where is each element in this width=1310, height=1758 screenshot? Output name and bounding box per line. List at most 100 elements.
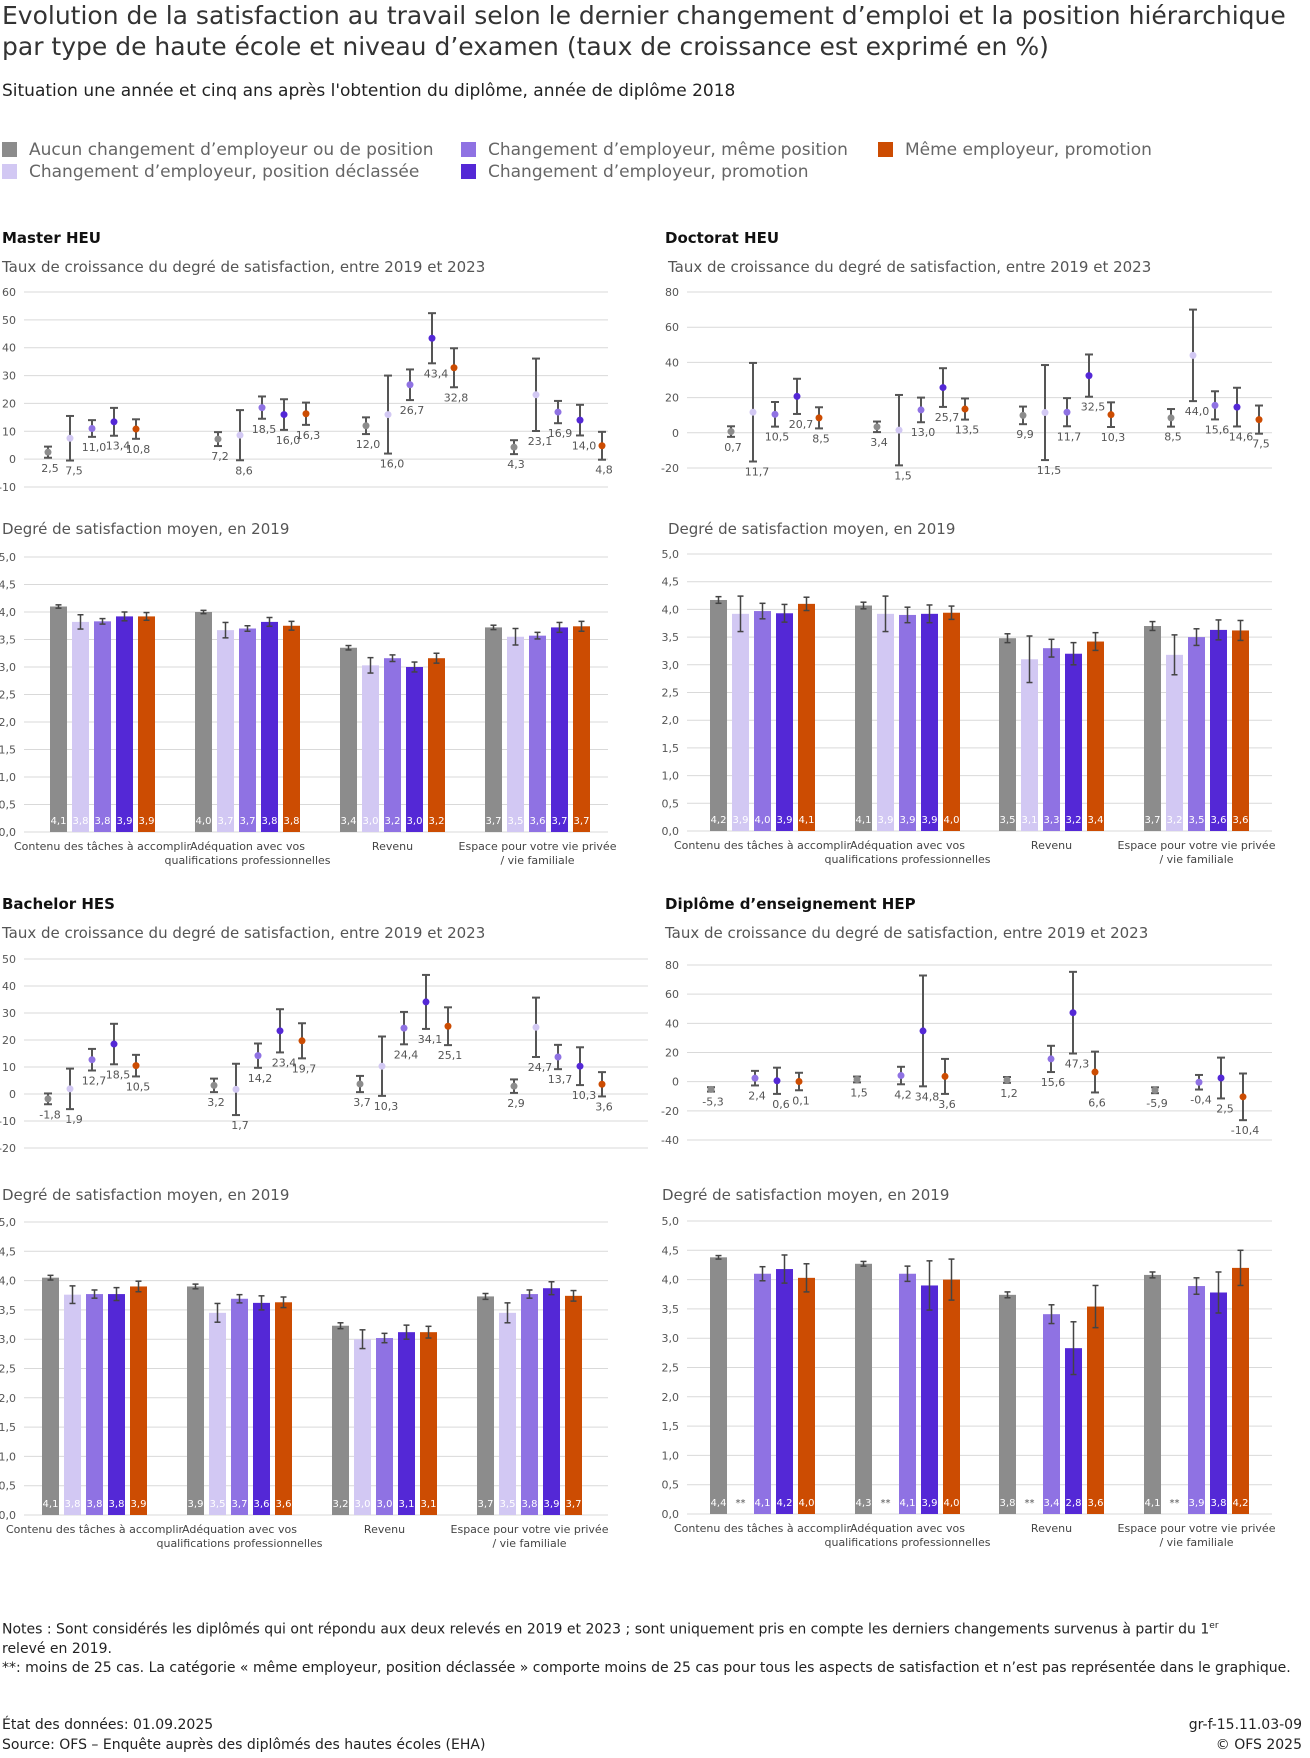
bar	[72, 621, 89, 832]
bar-value-label: 4,0	[944, 1498, 960, 1509]
y-tick-label: 3,5	[662, 631, 680, 644]
data-label: -1,8	[39, 1108, 60, 1121]
data-point	[1211, 401, 1219, 409]
bar-value-label: 3,2	[1167, 815, 1183, 826]
bar-value-label: 2,8	[1066, 1498, 1082, 1509]
bar	[1087, 1306, 1104, 1514]
data-point	[258, 404, 266, 412]
data-point	[576, 1062, 584, 1070]
data-label: 24,7	[528, 1061, 553, 1074]
bar	[354, 1339, 371, 1515]
bar	[899, 1273, 916, 1514]
bar-value-label: 4,0	[196, 816, 212, 827]
data-label: 3,6	[938, 1098, 956, 1111]
y-tick-label: 20	[665, 1047, 679, 1060]
bar-value-label: 3,6	[1088, 1498, 1104, 1509]
y-tick-label: 3,5	[0, 1304, 16, 1317]
y-tick-label: 2,5	[662, 687, 680, 700]
category-label: / vie familiale	[492, 1537, 566, 1550]
bar-value-label: 3,9	[544, 1499, 560, 1510]
data-label: 11,7	[1057, 430, 1082, 443]
graphic-code: gr-f-15.11.03-09	[1188, 1717, 1302, 1733]
category-label: Adéquation avec vos	[190, 840, 305, 853]
notes: Notes : Sont considérés les diplômés qui…	[2, 1617, 1302, 1678]
data-label: 14,0	[572, 439, 597, 452]
y-tick-label: 0,0	[662, 1508, 680, 1521]
data-label: 4,3	[507, 458, 525, 471]
y-tick-label: 5,0	[0, 551, 16, 564]
data-point	[939, 384, 947, 392]
category-label: Revenu	[1031, 839, 1072, 852]
y-tick-label: 1,5	[0, 1421, 16, 1434]
data-label: 3,6	[595, 1100, 613, 1113]
legend-label: Aucun changement d’employeur ou de posit…	[29, 140, 434, 160]
bar	[384, 658, 401, 832]
bar	[855, 1263, 872, 1514]
bar	[1043, 1314, 1060, 1514]
bar-value-label: 4,1	[43, 1499, 59, 1510]
data-label: 34,1	[418, 1033, 443, 1046]
data-point	[751, 1074, 759, 1082]
bar-value-label: 3,2	[385, 816, 401, 827]
bar	[138, 616, 155, 832]
data-point	[214, 435, 222, 443]
bar-value-label: 3,4	[341, 816, 357, 827]
data-label: 20,7	[789, 418, 814, 431]
data-point	[66, 1085, 74, 1093]
category-label: Contenu des tâches à accomplir	[674, 839, 852, 852]
bar	[798, 603, 815, 831]
bar	[999, 1294, 1016, 1514]
y-tick-label: 2,5	[0, 689, 16, 702]
bar	[543, 1288, 560, 1515]
y-tick-label: 10	[2, 425, 16, 438]
data-label: 8,5	[1164, 431, 1182, 444]
bar-value-label: 3,7	[486, 816, 502, 827]
bar	[1232, 1267, 1249, 1514]
bar-value-label: 4,1	[799, 815, 815, 826]
bar	[798, 1277, 815, 1514]
data-label: 47,3	[1065, 1058, 1090, 1071]
y-tick-label: 60	[665, 988, 679, 1001]
y-tick-label: 0	[9, 453, 16, 466]
category-label: Contenu des tâches à accomplir	[14, 840, 192, 853]
y-tick-label: 2,5	[0, 1363, 16, 1376]
bar-value-label: 3,3	[1044, 815, 1060, 826]
bar	[529, 635, 546, 832]
data-point	[280, 411, 288, 419]
bar	[1210, 1292, 1227, 1514]
panel-title-hep: Diplôme d’enseignement HEP	[665, 895, 916, 913]
data-point	[88, 1056, 96, 1064]
bar-value-label: 4,1	[900, 1498, 916, 1509]
bar	[231, 1298, 248, 1515]
data-point	[895, 426, 903, 434]
y-tick-label: 2,0	[0, 1392, 16, 1405]
category-label: Contenu des tâches à accomplir	[6, 1523, 184, 1536]
y-tick-label: 30	[2, 370, 16, 383]
data-label: 13,7	[548, 1073, 573, 1086]
category-label: Revenu	[372, 840, 413, 853]
data-point	[44, 448, 52, 456]
bar	[42, 1277, 59, 1515]
data-label: 23,1	[528, 435, 553, 448]
bar	[187, 1286, 204, 1515]
note-1-text: Notes : Sont considérés les diplômés qui…	[2, 1621, 1210, 1638]
data-label: 8,6	[235, 464, 253, 477]
bar	[710, 1257, 727, 1514]
legend-item: Aucun changement d’employeur ou de posit…	[2, 140, 434, 160]
y-tick-label: 5,0	[0, 1216, 16, 1229]
data-point	[1085, 372, 1093, 380]
y-tick-label: 40	[2, 980, 16, 993]
bar-value-label: 3,8	[1000, 1498, 1016, 1509]
bar	[507, 636, 524, 832]
data-label: 1,5	[850, 1086, 868, 1099]
bar-value-label: **	[736, 1498, 746, 1509]
data-point	[66, 434, 74, 442]
bar	[1144, 1274, 1161, 1514]
y-tick-label: 1,0	[662, 1449, 680, 1462]
legend-item: Changement d’employeur, position déclass…	[2, 162, 419, 182]
data-point	[1107, 411, 1115, 419]
data-point	[1217, 1074, 1225, 1082]
bar-value-label: 3,9	[922, 815, 938, 826]
y-tick-label: 5,0	[662, 1215, 680, 1228]
bar	[943, 1279, 960, 1514]
